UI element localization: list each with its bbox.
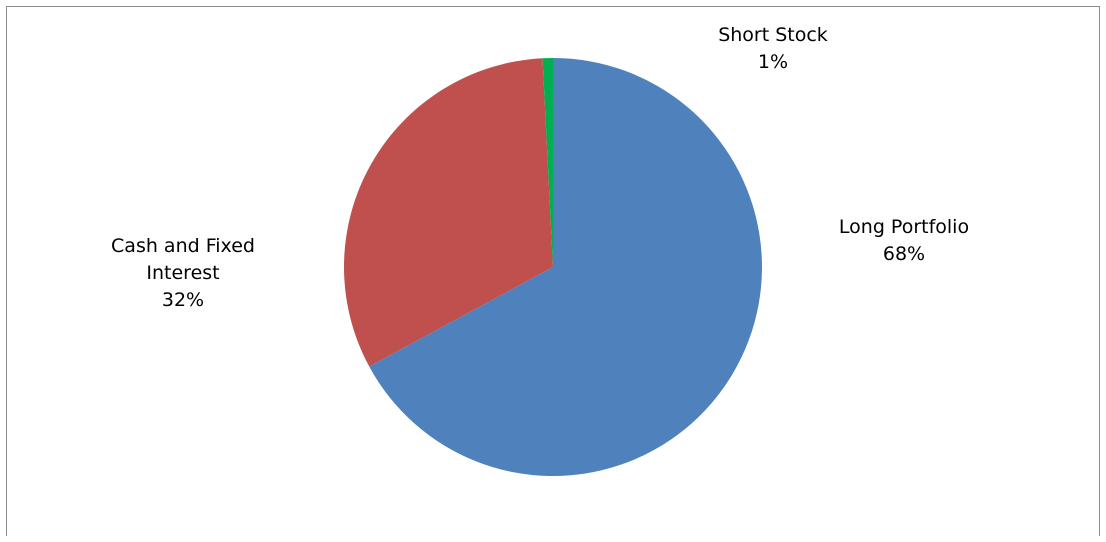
percent-label: 68% — [883, 243, 925, 265]
pie-labels: Long Portfolio 68% Cash and Fixed Interest 3… — [111, 24, 969, 311]
data-label-cash-and-fixed-interest: Cash and Fixed Interest 32% — [111, 235, 255, 311]
pie-slice-long-portfolio — [369, 58, 762, 476]
category-label: Short Stock — [718, 24, 828, 46]
category-label: Long Portfolio — [839, 216, 969, 238]
category-label: Interest — [146, 262, 219, 284]
pie-slice-short-stock — [542, 57, 553, 268]
pie-slice-cash-and-fixed-interest — [343, 58, 553, 367]
category-label: Cash and Fixed — [111, 235, 255, 257]
pie-slices — [343, 57, 762, 476]
data-label-long-portfolio: Long Portfolio 68% — [839, 216, 969, 265]
percent-label: 1% — [758, 51, 788, 73]
data-label-short-stock: Short Stock 1% — [718, 24, 828, 73]
percent-label: 32% — [162, 289, 204, 311]
